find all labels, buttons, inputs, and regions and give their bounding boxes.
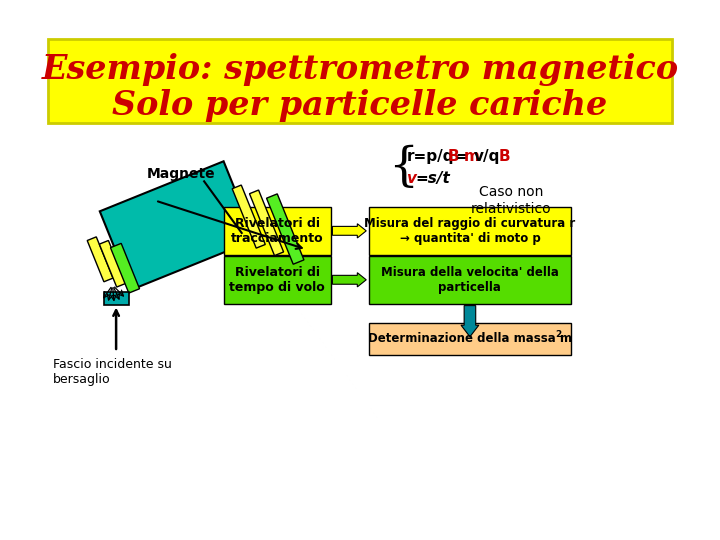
Text: v: v	[406, 171, 416, 186]
Text: Esempio: spettrometro magnetico: Esempio: spettrometro magnetico	[42, 53, 678, 86]
Text: 2: 2	[555, 330, 562, 339]
FancyBboxPatch shape	[369, 322, 571, 355]
Polygon shape	[99, 240, 126, 287]
FancyBboxPatch shape	[369, 256, 571, 304]
Text: Solo per particelle cariche: Solo per particelle cariche	[112, 89, 608, 122]
Text: Misura del raggio di curvatura r
→ quantita' di moto p: Misura del raggio di curvatura r → quant…	[364, 217, 575, 245]
Text: B: B	[499, 148, 510, 164]
FancyBboxPatch shape	[224, 207, 330, 255]
Polygon shape	[266, 194, 304, 264]
Polygon shape	[87, 237, 113, 282]
FancyBboxPatch shape	[224, 256, 330, 304]
Text: Magnete: Magnete	[146, 167, 215, 181]
Text: Misura della velocita' della
particella: Misura della velocita' della particella	[381, 266, 559, 294]
Text: =s/t: =s/t	[415, 171, 450, 186]
FancyArrow shape	[461, 306, 479, 337]
Polygon shape	[250, 190, 284, 255]
Text: Caso non
relativistico: Caso non relativistico	[471, 185, 552, 215]
Text: Rivelatori di
tempo di volo: Rivelatori di tempo di volo	[230, 266, 325, 294]
Text: v/q: v/q	[474, 148, 500, 164]
Text: =: =	[455, 148, 468, 164]
Polygon shape	[100, 161, 256, 289]
Text: Rivelatori di
tracciamento: Rivelatori di tracciamento	[231, 217, 323, 245]
Text: {: {	[389, 145, 418, 190]
Polygon shape	[104, 292, 129, 305]
Text: Fascio incidente su
bersaglio: Fascio incidente su bersaglio	[53, 359, 172, 386]
FancyArrow shape	[333, 273, 366, 287]
FancyArrow shape	[333, 224, 366, 238]
Text: Determinazione della massa m: Determinazione della massa m	[368, 333, 572, 346]
Text: r=p/q: r=p/q	[406, 148, 454, 164]
Text: B: B	[447, 148, 459, 164]
Polygon shape	[110, 244, 140, 293]
Polygon shape	[232, 185, 265, 248]
FancyBboxPatch shape	[369, 207, 571, 255]
Text: m: m	[464, 148, 480, 164]
FancyBboxPatch shape	[48, 38, 672, 123]
